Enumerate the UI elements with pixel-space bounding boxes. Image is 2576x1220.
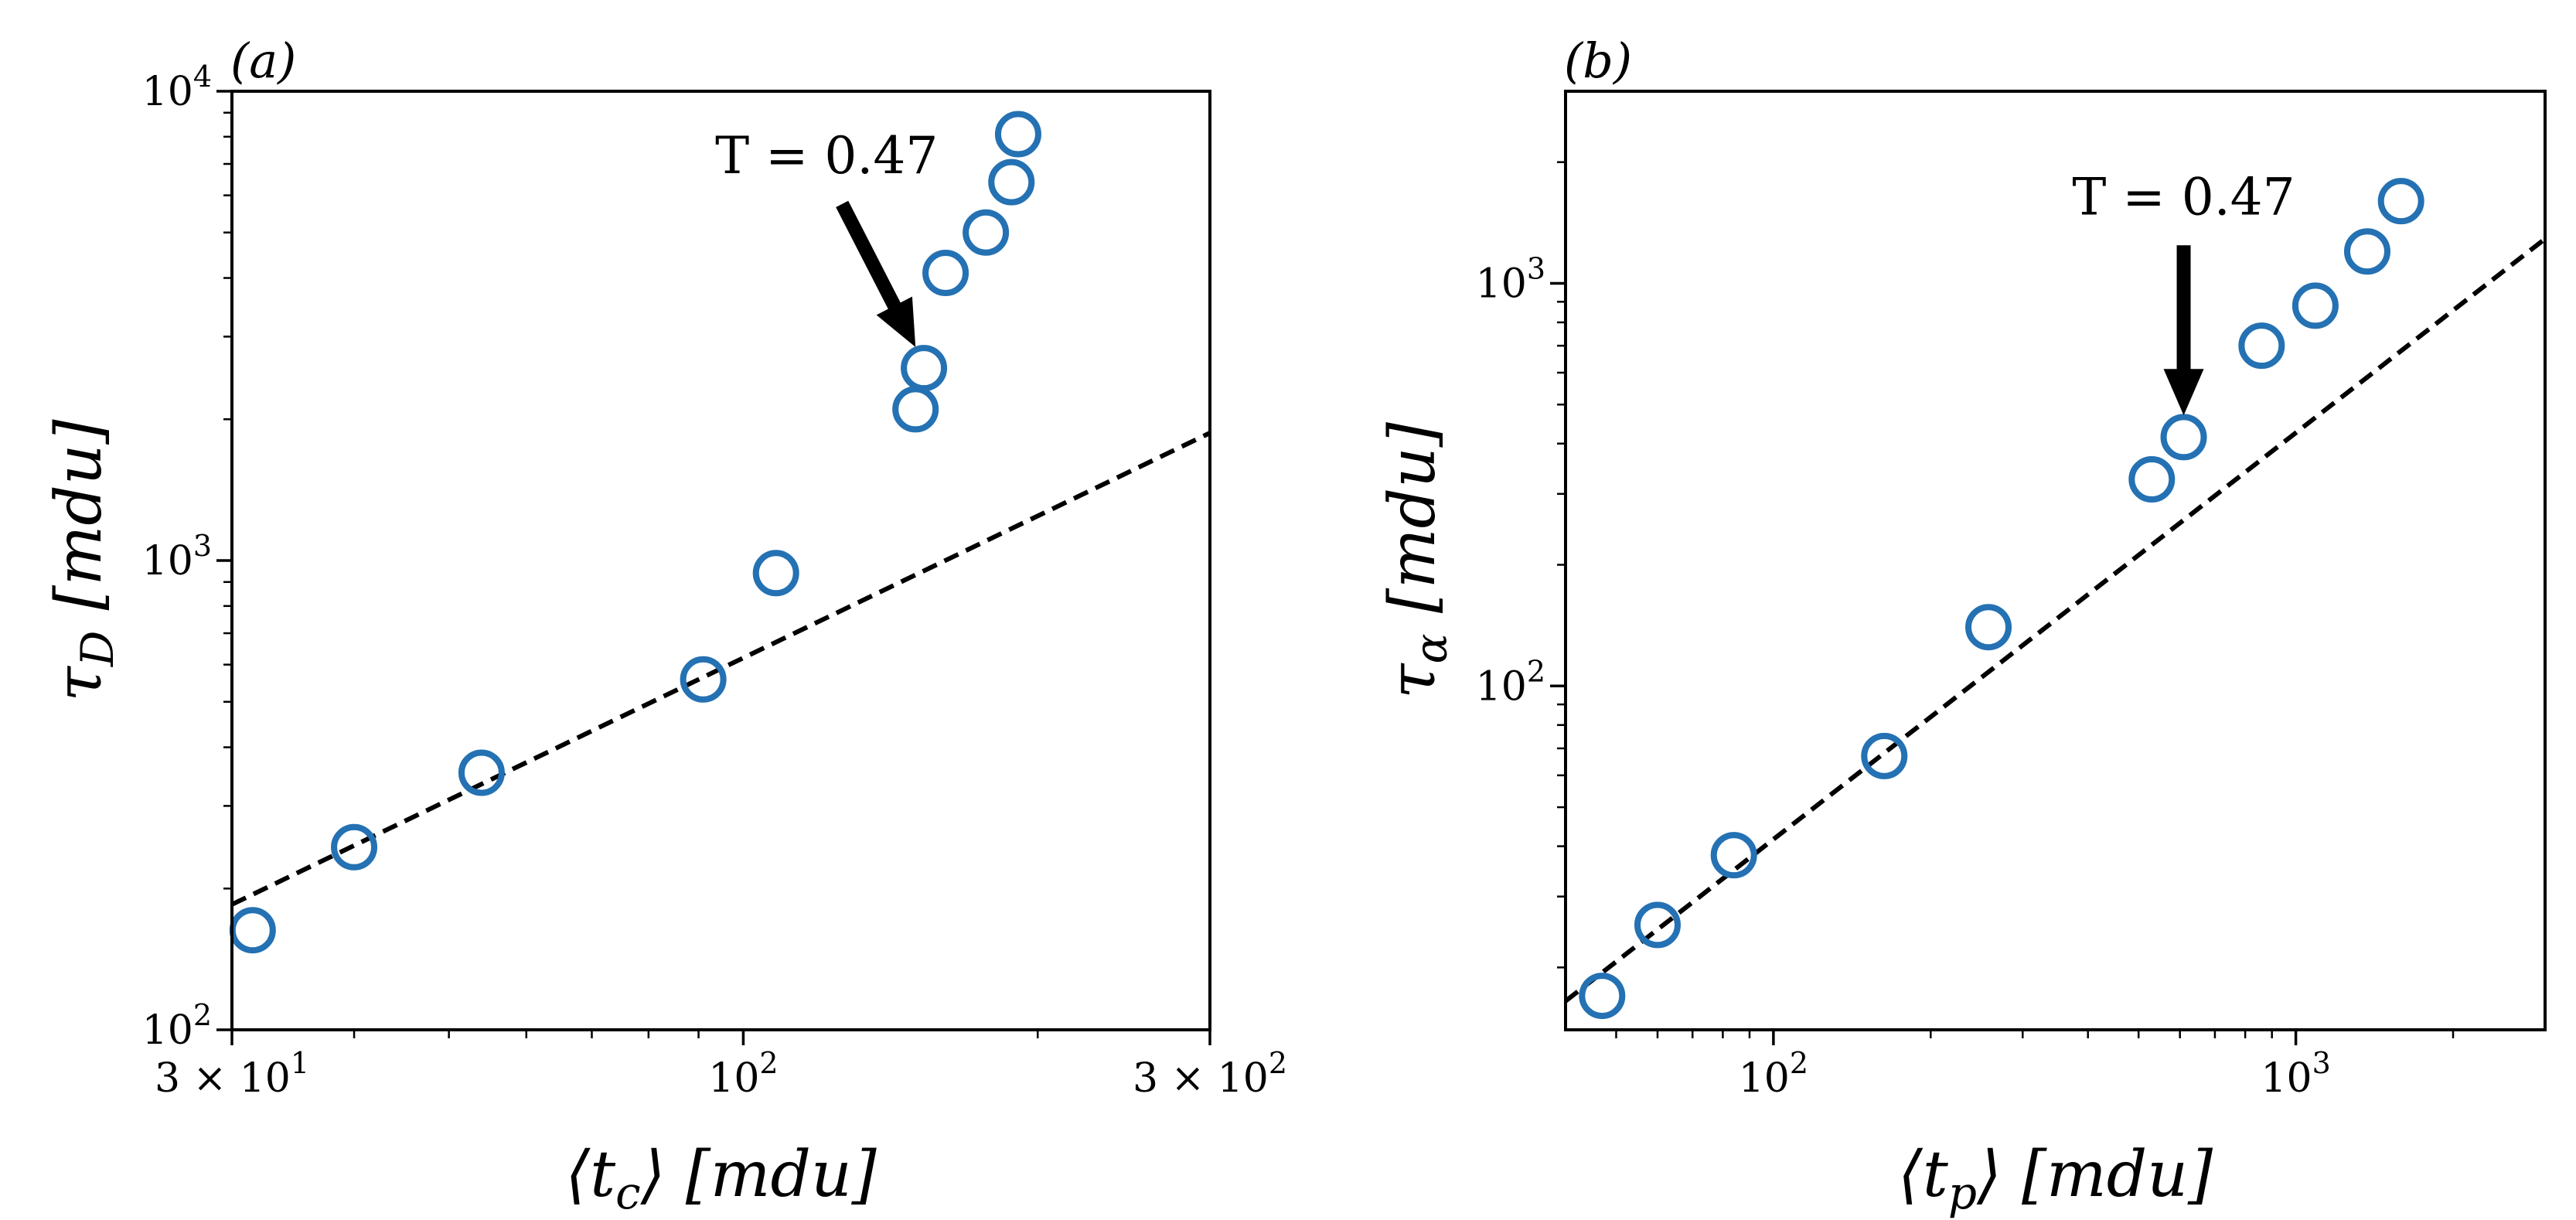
y-axis-label: τD [mdu] [43, 418, 124, 701]
data-point [2160, 414, 2207, 461]
data-point [2377, 178, 2424, 225]
panel-label: (b) [1564, 32, 1632, 89]
fit-line [1564, 237, 2547, 1004]
x-tick-label: 102 [1739, 1046, 1808, 1102]
plot-frame [230, 90, 1211, 1031]
data-point [1634, 901, 1681, 949]
y-tick-label: 103 [142, 529, 212, 584]
data-point [963, 209, 1010, 256]
y-tick-label: 102 [142, 998, 212, 1054]
data-point [2343, 228, 2390, 275]
panel-b: 102 103 102 103 (b) ⟨tp⟩ [mdu] τα [mdu] T = 0.4… [1376, 32, 2547, 1219]
data-point [1965, 604, 2012, 651]
y-tick-label: 103 [1476, 251, 1545, 307]
y-axis-label: τα [mdu] [1376, 421, 1457, 699]
data-point [1579, 973, 1626, 1020]
x-tick-label: 102 [708, 1046, 778, 1102]
fit-line [230, 431, 1211, 907]
annotation-text: T = 0.47 [715, 126, 938, 186]
data-point [680, 656, 727, 703]
data-point [994, 111, 1041, 158]
y-tick-label: 104 [142, 60, 212, 115]
data-point [458, 749, 505, 796]
data-point [752, 550, 799, 597]
x-tick-label: 3 × 101 [155, 1046, 309, 1102]
data-point [2291, 282, 2339, 329]
plot-frame [1564, 90, 2547, 1031]
data-point [229, 907, 276, 954]
y-tick-label: 102 [1476, 654, 1545, 710]
x-tick-label: 103 [2261, 1046, 2330, 1102]
data-point [988, 158, 1035, 206]
annotation-arrow [2163, 245, 2204, 416]
data-point [892, 386, 939, 433]
panel-label: (a) [230, 32, 296, 89]
data-point [2128, 456, 2176, 503]
data-point [1861, 732, 1908, 779]
x-axis-label: ⟨tp⟩ [mdu] [1898, 1138, 2213, 1219]
data-point [922, 250, 969, 297]
data-point [331, 823, 378, 871]
annotation-text: T = 0.47 [2072, 167, 2295, 227]
annotation-arrow [836, 200, 916, 347]
data-point [1710, 832, 1757, 879]
data-point [2238, 322, 2285, 370]
x-axis-label: ⟨tc⟩ [mdu] [565, 1138, 877, 1219]
x-tick-label: 3 × 102 [1133, 1046, 1287, 1102]
data-point [901, 345, 948, 392]
